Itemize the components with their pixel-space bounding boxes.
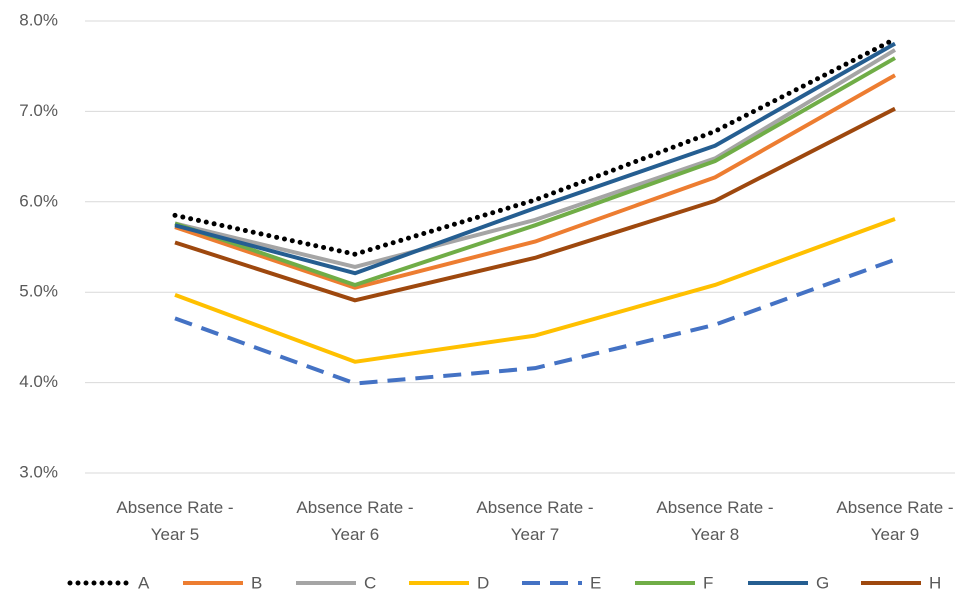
legend-label: B bbox=[251, 573, 262, 592]
series-line bbox=[174, 217, 896, 364]
series-line bbox=[172, 36, 898, 257]
series-line bbox=[174, 106, 896, 303]
y-tick-label: 8.0% bbox=[19, 10, 58, 29]
legend-label: F bbox=[703, 573, 713, 592]
x-tick-label: Absence Rate - Year 7 bbox=[476, 498, 594, 544]
legend-label: D bbox=[477, 573, 489, 592]
x-tick-label: Absence Rate - Year 9 bbox=[836, 498, 954, 544]
series-line bbox=[174, 257, 896, 386]
y-tick-label: 5.0% bbox=[19, 282, 58, 301]
x-tick-label: Absence Rate - Year 8 bbox=[656, 498, 774, 544]
series-line bbox=[174, 48, 897, 269]
y-tick-label: 4.0% bbox=[19, 372, 58, 391]
series-line bbox=[174, 41, 896, 276]
series-line bbox=[174, 56, 896, 287]
x-tick-label: Absence Rate - Year 6 bbox=[296, 498, 414, 544]
series-line bbox=[174, 73, 896, 290]
y-tick-label: 3.0% bbox=[19, 462, 58, 481]
y-tick-label: 6.0% bbox=[19, 191, 58, 210]
y-tick-label: 7.0% bbox=[19, 101, 58, 120]
legend-label: G bbox=[816, 573, 829, 592]
legend-label: H bbox=[929, 573, 941, 592]
legend-label: C bbox=[364, 573, 376, 592]
legend-label: A bbox=[138, 573, 150, 592]
legend-label: E bbox=[590, 573, 601, 592]
x-tick-label: Absence Rate - Year 5 bbox=[116, 498, 234, 544]
